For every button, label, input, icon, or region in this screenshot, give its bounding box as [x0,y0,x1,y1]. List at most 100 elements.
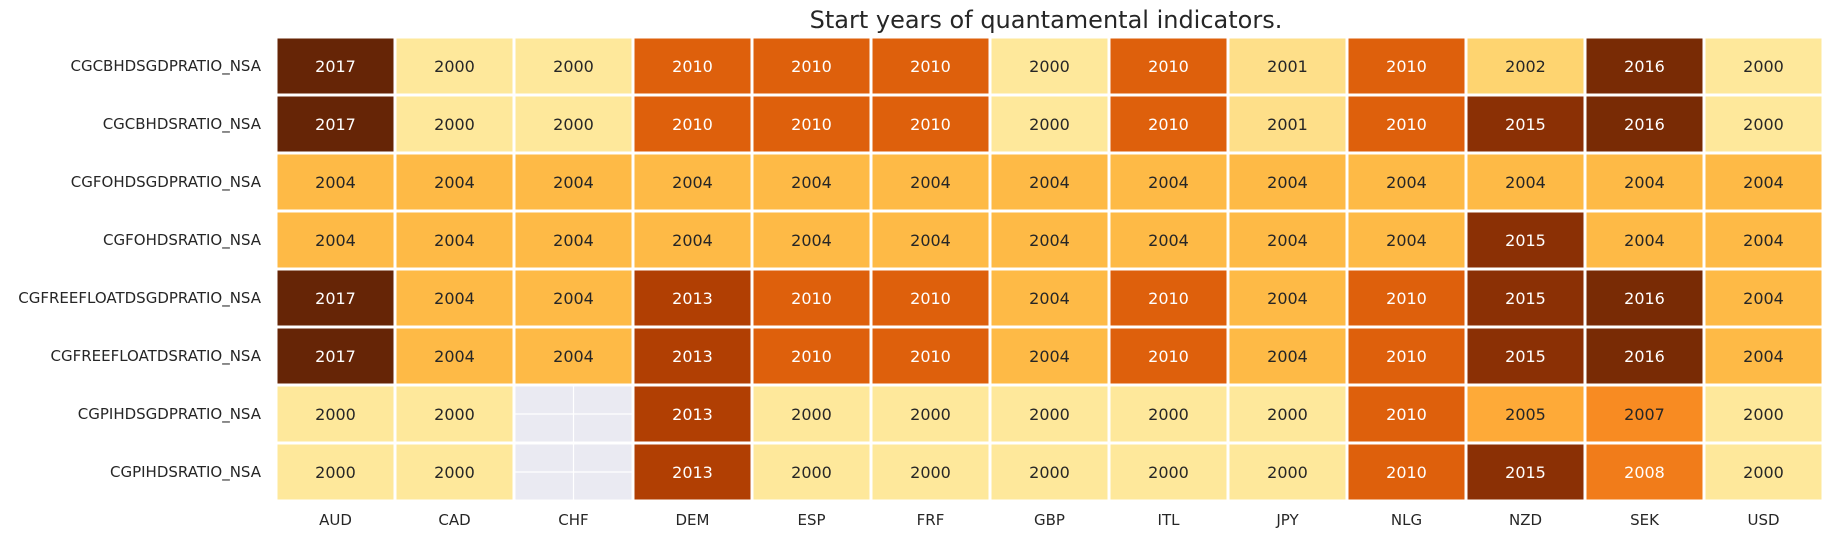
heatmap-cell [1110,96,1227,152]
cell-value-label: 2000 [1267,405,1308,424]
cell-value-label: 2004 [1505,173,1546,192]
heatmap-cell [396,444,513,500]
heatmap-cell [1705,270,1822,326]
heatmap-cell [1467,38,1584,94]
cell-value-label: 2000 [910,463,951,482]
heatmap-cell [1229,270,1346,326]
column-label: NZD [1509,511,1542,529]
cell-value-label: 2010 [791,115,832,134]
cell-value-label: 2010 [672,115,713,134]
cell-value-label: 2004 [1148,173,1189,192]
cell-value-label: 2010 [910,289,951,308]
cell-value-label: 2017 [315,57,356,76]
cell-value-label: 2013 [672,347,713,366]
heatmap-cell [753,212,870,268]
heatmap-cell [396,38,513,94]
cell-value-label: 2000 [1029,57,1070,76]
cell-value-label: 2010 [1148,347,1189,366]
cell-value-label: 2004 [553,231,594,250]
heatmap-cell [1348,96,1465,152]
cell-value-label: 2004 [1267,231,1308,250]
cell-value-label: 2000 [434,115,475,134]
cell-value-label: 2000 [553,115,594,134]
column-label: CAD [438,511,470,529]
heatmap-cell [1467,154,1584,210]
heatmap-cell [515,38,632,94]
column-label: USD [1747,511,1779,529]
heatmap-cell [515,212,632,268]
cell-value-label: 2004 [434,289,475,308]
heatmap-cell [1467,96,1584,152]
heatmap-cell [1110,328,1227,384]
cell-value-label: 2015 [1505,231,1546,250]
column-label: ESP [797,511,825,529]
heatmap-cell [396,270,513,326]
cell-value-label: 2004 [1386,231,1427,250]
cell-value-label: 2000 [1029,463,1070,482]
heatmap-cell [872,154,989,210]
heatmap-cell [1705,96,1822,152]
heatmap-cell [1229,386,1346,442]
cell-value-label: 2010 [791,57,832,76]
heatmap-cell [1586,96,1703,152]
heatmap-cell [1229,212,1346,268]
cell-value-label: 2004 [434,231,475,250]
cell-value-label: 2013 [672,405,713,424]
cell-value-label: 2002 [1505,57,1546,76]
cell-value-label: 2010 [1148,115,1189,134]
heatmap-cell [1705,38,1822,94]
heatmap-cell [1586,154,1703,210]
cell-value-label: 2004 [1743,347,1784,366]
heatmap-cell [1110,444,1227,500]
heatmap-cell [634,386,751,442]
cell-value-label: 2017 [315,115,356,134]
cell-value-label: 2000 [1743,405,1784,424]
cell-value-label: 2001 [1267,115,1308,134]
heatmap-cell [515,328,632,384]
heatmap-cell [753,386,870,442]
heatmap-cell [753,96,870,152]
cell-value-label: 2004 [1267,347,1308,366]
cell-value-label: 2015 [1505,463,1546,482]
cell-value-label: 2004 [434,347,475,366]
heatmap-cell [872,212,989,268]
heatmap-cell [1586,38,1703,94]
heatmap-cell [991,96,1108,152]
cell-value-label: 2010 [910,57,951,76]
column-label: SEK [1630,511,1660,529]
heatmap-cell [277,386,394,442]
heatmap-cell [872,96,989,152]
cell-value-label: 2004 [1029,231,1070,250]
heatmap-cell [1467,444,1584,500]
heatmap-cell [396,212,513,268]
cell-value-label: 2004 [1029,173,1070,192]
cell-value-label: 2000 [434,405,475,424]
heatmap-cell [277,154,394,210]
cell-value-label: 2004 [1267,289,1308,308]
heatmap-cell [1110,270,1227,326]
heatmap-cell [1467,212,1584,268]
row-label: CGFREEFLOATDSRATIO_NSA [50,347,261,366]
cell-value-label: 2000 [553,57,594,76]
cell-value-label: 2000 [434,57,475,76]
row-label: CGCBHDSGDPRATIO_NSA [70,57,261,76]
cell-value-label: 2010 [910,347,951,366]
heatmap-cell [1229,154,1346,210]
heatmap-cell [1705,328,1822,384]
cell-value-label: 2015 [1505,347,1546,366]
heatmap-cell [753,154,870,210]
heatmap-cell [277,38,394,94]
heatmap-cell [1229,444,1346,500]
heatmap-cell [1467,270,1584,326]
heatmap-cell [515,154,632,210]
cell-value-label: 2004 [672,173,713,192]
row-label: CGPIHDSGDPRATIO_NSA [78,405,262,424]
cell-value-label: 2013 [672,289,713,308]
cell-value-label: 2004 [315,231,356,250]
cell-value-label: 2010 [1386,347,1427,366]
column-label: AUD [319,511,352,529]
heatmap-cell [634,96,751,152]
cell-value-label: 2004 [1624,173,1665,192]
cell-value-label: 2013 [672,463,713,482]
heatmap-cell [634,270,751,326]
